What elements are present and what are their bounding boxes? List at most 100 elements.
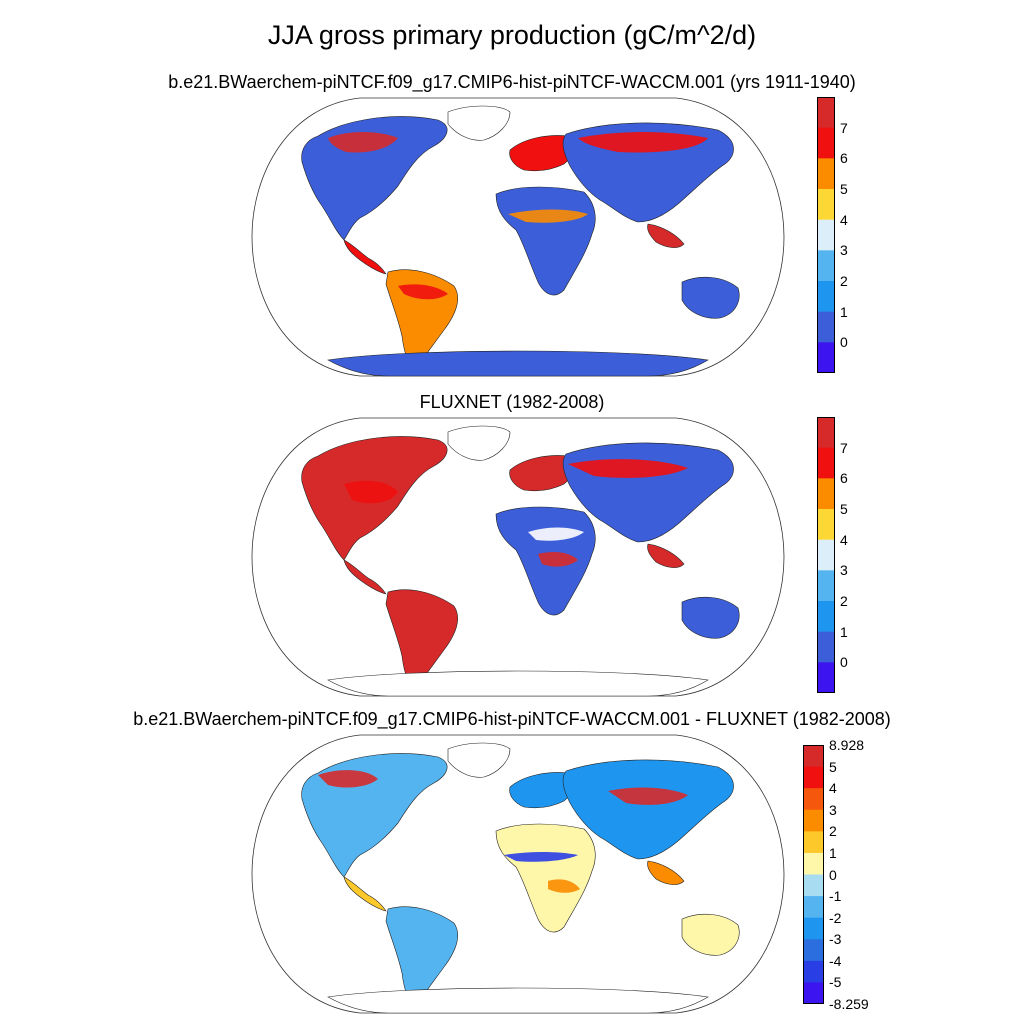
continent-antarctica <box>327 987 709 1014</box>
colorbar-box <box>803 809 824 832</box>
colorbar-outline <box>817 97 835 373</box>
map-panel-1 <box>251 97 785 377</box>
gpp-field-region <box>344 480 398 504</box>
map-panel-2 <box>251 417 785 697</box>
continent-central-america <box>343 559 387 595</box>
colorbar-tick-label: 7 <box>840 119 848 136</box>
colorbar-box <box>803 874 824 897</box>
colorbar-box <box>803 745 824 768</box>
colorbar-tick-label: 4 <box>829 780 837 797</box>
gpp-field-region <box>528 527 584 541</box>
continent-south-america <box>385 589 458 691</box>
gpp-field-region <box>508 209 588 223</box>
colorbar-box <box>803 788 824 811</box>
colorbar-tick-label: 3 <box>840 562 848 579</box>
colorbar-box <box>817 417 835 449</box>
colorbar-box <box>817 447 835 479</box>
plot-title: JJA gross primary production (gC/m^2/d) <box>267 20 757 50</box>
colorbar-box <box>817 158 835 190</box>
colorbar-box <box>817 127 835 159</box>
colorbar-tick-label: -5 <box>829 974 842 991</box>
gpp-field-region <box>398 284 448 300</box>
colorbar-box <box>817 631 835 663</box>
colorbar-box <box>817 662 835 693</box>
colorbar-boxes <box>803 745 824 1004</box>
colorbar-tick-label: -3 <box>829 931 842 948</box>
colorbar-box <box>817 250 835 282</box>
colorbar-box <box>817 311 835 343</box>
colorbar-tick-label: 5 <box>829 758 837 775</box>
colorbar-tick-label: 2 <box>829 823 837 840</box>
colorbar-tick-label: -2 <box>829 909 842 926</box>
colorbar-box <box>803 917 824 940</box>
colorbar-box <box>817 219 835 251</box>
continent-australia <box>681 913 740 956</box>
continent-europe <box>509 135 575 172</box>
colorbar-tick-label: 5 <box>840 501 848 517</box>
gpp-field-region <box>328 132 398 153</box>
colorbar-tick-label: 2 <box>840 593 848 609</box>
gpp-field-region <box>318 770 378 788</box>
colorbar-tick-label: -1 <box>829 888 842 905</box>
panel-2-subtitle: FLUXNET (1982-2008) <box>419 392 605 412</box>
colorbar-box <box>803 896 824 919</box>
colorbar-box <box>817 601 835 633</box>
colorbar-tick-label: 3 <box>840 242 848 259</box>
panel-3-subtitle: b.e21.BWaerchem-piNTCF.f09_g17.CMIP6-his… <box>133 709 891 729</box>
colorbar-tick-label: 6 <box>840 470 848 487</box>
colorbar-box <box>803 831 824 854</box>
colorbar-box <box>803 939 824 962</box>
continent-europe <box>509 772 575 809</box>
map-panel-3 <box>251 734 785 1014</box>
colorbar-tick-label: 0 <box>840 654 848 671</box>
colorbar-box <box>803 960 824 983</box>
colorbar-box <box>817 478 835 510</box>
continent-se-asia <box>647 860 685 885</box>
colorbar-box <box>817 342 835 373</box>
continent-central-america <box>343 876 387 912</box>
colorbar-box <box>803 766 824 789</box>
colorbar-box <box>817 281 835 313</box>
continent-greenland <box>447 105 511 141</box>
colorbar-tick-label: -8.259 <box>829 996 869 1012</box>
colorbar-tick-label: 4 <box>840 531 848 548</box>
colorbar-box <box>803 982 824 1004</box>
colorbar-tick-label: 1 <box>829 844 837 861</box>
continent-africa <box>495 823 596 933</box>
colorbar-box <box>803 852 824 875</box>
colorbar-box <box>817 97 835 129</box>
panel-1-subtitle: b.e21.BWaerchem-piNTCF.f09_g17.CMIP6-his… <box>168 72 856 92</box>
continent-australia <box>681 596 740 639</box>
continent-south-america <box>385 906 458 1008</box>
colorbar-tick-label: 8.928 <box>829 737 865 753</box>
gpp-field-region <box>608 787 688 805</box>
colorbar-box <box>817 189 835 221</box>
colorbar-tick-label: 7 <box>840 439 848 456</box>
colorbar-panel-1: 7 6 5 4 3 2 1 0 <box>817 97 848 373</box>
continent-se-asia <box>647 543 685 568</box>
colorbar-panel-3: 8.928 5 4 3 2 1 0 -1 -2 -3 -4 -5 -8.259 <box>803 738 869 1011</box>
colorbar-box <box>817 539 835 571</box>
colorbar-box <box>817 570 835 602</box>
continent-australia <box>681 276 740 319</box>
continent-central-america <box>343 239 387 275</box>
continent-greenland <box>447 425 511 461</box>
colorbar-tick-label: 0 <box>840 334 848 351</box>
colorbar-tick-label: 2 <box>840 273 848 289</box>
continent-antarctica <box>327 350 709 377</box>
colorbar-tick-label: -4 <box>829 952 842 969</box>
colorbar-tick-label: 1 <box>840 303 848 320</box>
continent-antarctica <box>327 670 709 697</box>
colorbar-boxes <box>817 417 835 693</box>
colorbar-tick-label: 6 <box>840 150 848 167</box>
colorbar-box <box>817 509 835 541</box>
colorbar-outline <box>817 417 835 693</box>
continent-greenland <box>447 742 511 778</box>
colorbar-tick-label: 4 <box>840 211 848 228</box>
continent-europe <box>509 455 575 492</box>
gpp-field-region <box>538 552 578 567</box>
continent-se-asia <box>647 223 685 248</box>
colorbar-tick-label: 0 <box>829 866 837 883</box>
gpp-field-region <box>578 132 708 153</box>
gpp-field-region <box>504 852 578 862</box>
